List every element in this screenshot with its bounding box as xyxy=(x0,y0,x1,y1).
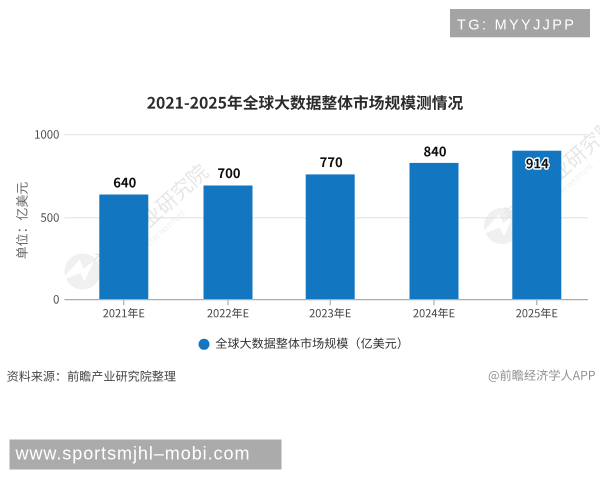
svg-text:TG: MYYJJPP: TG: MYYJJPP xyxy=(457,18,576,34)
svg-text:www.sportsmjhl–mobi.com: www.sportsmjhl–mobi.com xyxy=(15,443,251,463)
